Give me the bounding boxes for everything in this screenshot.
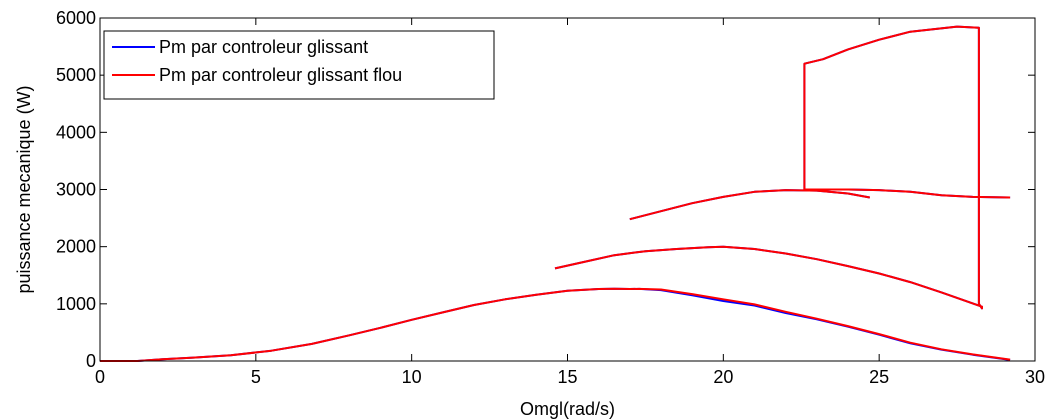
ticks-layer: 0 5 10 15 20 25 30 0 1000 2000 3000 4000 5000 6000 bbox=[56, 8, 1045, 387]
x-tick-label: 15 bbox=[557, 367, 577, 387]
legend-label-series-2: Pm par controleur glissant flou bbox=[159, 65, 402, 85]
x-tick-label: 25 bbox=[869, 367, 889, 387]
y-tick-label: 6000 bbox=[56, 8, 96, 28]
legend-box bbox=[103, 30, 495, 100]
y-tick-label: 2000 bbox=[56, 237, 96, 257]
y-tick-label: 3000 bbox=[56, 180, 96, 200]
y-tick-label: 5000 bbox=[56, 65, 96, 85]
x-tick-label: 10 bbox=[402, 367, 422, 387]
x-tick-label: 5 bbox=[251, 367, 261, 387]
series-layer bbox=[100, 25, 1011, 362]
series-line-2 bbox=[100, 25, 1011, 362]
y-tick-label: 1000 bbox=[56, 294, 96, 314]
legend-label-series-1: Pm par controleur glissant bbox=[159, 37, 368, 57]
y-axis-label: puissance mecanique (W) bbox=[14, 85, 34, 293]
y-tick-label: 4000 bbox=[56, 122, 96, 142]
legend: Pm par controleur glissant Pm par contro… bbox=[103, 30, 495, 100]
x-axis-label: Omgl(rad/s) bbox=[520, 399, 615, 419]
x-tick-label: 20 bbox=[713, 367, 733, 387]
x-tick-label: 30 bbox=[1025, 367, 1045, 387]
y-tick-label: 0 bbox=[86, 351, 96, 371]
x-tick-label: 0 bbox=[95, 367, 105, 387]
